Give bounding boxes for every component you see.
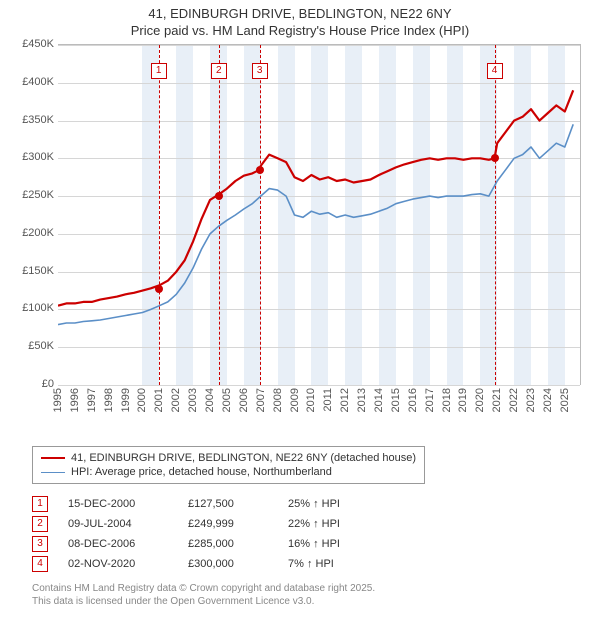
x-axis-label: 2009 (289, 388, 301, 412)
footer-line1: Contains HM Land Registry data © Crown c… (32, 582, 375, 595)
x-axis-label: 2020 (474, 388, 486, 412)
title-line1: 41, EDINBURGH DRIVE, BEDLINGTON, NE22 6N… (0, 6, 600, 21)
x-axis-label: 2001 (153, 388, 165, 412)
event-hpi: 7% ↑ HPI (288, 558, 368, 570)
x-axis-label: 2005 (221, 388, 233, 412)
x-axis-label: 1999 (120, 388, 132, 412)
y-axis-label: £0 (10, 378, 54, 390)
event-date: 15-DEC-2000 (68, 498, 168, 510)
legend-item: 41, EDINBURGH DRIVE, BEDLINGTON, NE22 6N… (41, 451, 416, 465)
x-axis-label: 2023 (525, 388, 537, 412)
y-axis-label: £250K (10, 189, 54, 201)
event-badge: 3 (32, 536, 48, 552)
event-hpi: 16% ↑ HPI (288, 538, 368, 550)
series-property (58, 90, 573, 305)
x-axis-label: 2017 (424, 388, 436, 412)
x-axis-label: 2000 (136, 388, 148, 412)
chart: 1 2 3 4 £0 £50K £100K £150K £200K £250K £300K £350… (10, 44, 590, 444)
x-axis-label: 2008 (272, 388, 284, 412)
legend-item: HPI: Average price, detached house, Nort… (41, 465, 416, 479)
event-marker-badge: 4 (487, 63, 503, 79)
event-date: 02-NOV-2020 (68, 558, 168, 570)
x-axis-label: 1997 (86, 388, 98, 412)
event-marker-badge: 2 (211, 63, 227, 79)
legend-swatch (41, 457, 65, 459)
footer-line2: This data is licensed under the Open Gov… (32, 595, 375, 608)
x-axis-label: 2011 (322, 388, 334, 412)
legend: 41, EDINBURGH DRIVE, BEDLINGTON, NE22 6N… (32, 446, 425, 484)
legend-label: 41, EDINBURGH DRIVE, BEDLINGTON, NE22 6N… (71, 452, 416, 464)
chart-titles: 41, EDINBURGH DRIVE, BEDLINGTON, NE22 6N… (0, 0, 600, 38)
event-marker-dot (155, 285, 163, 293)
x-axis-label: 2025 (559, 388, 571, 412)
x-axis-label: 2007 (255, 388, 267, 412)
event-price: £249,999 (188, 518, 268, 530)
table-row: 4 02-NOV-2020 £300,000 7% ↑ HPI (32, 554, 368, 574)
plot-area: 1 2 3 4 (58, 44, 581, 385)
x-axis-label: 2019 (457, 388, 469, 412)
table-row: 2 09-JUL-2004 £249,999 22% ↑ HPI (32, 514, 368, 534)
y-axis-label: £350K (10, 114, 54, 126)
event-date: 08-DEC-2006 (68, 538, 168, 550)
event-marker-badge: 3 (252, 63, 268, 79)
event-marker-dot (491, 154, 499, 162)
x-axis-label: 2018 (441, 388, 453, 412)
event-price: £285,000 (188, 538, 268, 550)
event-badge: 1 (32, 496, 48, 512)
event-hpi: 22% ↑ HPI (288, 518, 368, 530)
x-axis-label: 2024 (542, 388, 554, 412)
event-price: £300,000 (188, 558, 268, 570)
table-row: 3 08-DEC-2006 £285,000 16% ↑ HPI (32, 534, 368, 554)
x-axis-label: 1995 (52, 388, 64, 412)
x-axis-label: 2010 (305, 388, 317, 412)
x-axis-label: 1998 (103, 388, 115, 412)
y-axis-label: £100K (10, 302, 54, 314)
x-axis-label: 2002 (170, 388, 182, 412)
event-badge: 4 (32, 556, 48, 572)
event-marker-dot (215, 192, 223, 200)
title-line2: Price paid vs. HM Land Registry's House … (0, 23, 600, 38)
event-marker-dot (256, 166, 264, 174)
y-axis-label: £200K (10, 227, 54, 239)
y-axis-label: £450K (10, 38, 54, 50)
x-axis-label: 2016 (407, 388, 419, 412)
event-badge: 2 (32, 516, 48, 532)
x-axis-label: 2014 (373, 388, 385, 412)
x-axis-label: 2012 (339, 388, 351, 412)
y-axis-label: £150K (10, 265, 54, 277)
x-axis-label: 1996 (69, 388, 81, 412)
events-table: 1 15-DEC-2000 £127,500 25% ↑ HPI 2 09-JUL-200… (32, 494, 368, 574)
x-axis-label: 2006 (238, 388, 250, 412)
x-axis-label: 2013 (356, 388, 368, 412)
legend-label: HPI: Average price, detached house, Nort… (71, 466, 332, 478)
event-price: £127,500 (188, 498, 268, 510)
x-axis-label: 2021 (491, 388, 503, 412)
x-axis-label: 2003 (187, 388, 199, 412)
event-hpi: 25% ↑ HPI (288, 498, 368, 510)
table-row: 1 15-DEC-2000 £127,500 25% ↑ HPI (32, 494, 368, 514)
footer: Contains HM Land Registry data © Crown c… (32, 582, 375, 608)
event-date: 09-JUL-2004 (68, 518, 168, 530)
x-axis-label: 2015 (390, 388, 402, 412)
event-marker-badge: 1 (151, 63, 167, 79)
line-series-svg (58, 45, 580, 385)
legend-swatch (41, 472, 65, 473)
x-axis-label: 2022 (508, 388, 520, 412)
y-axis-label: £50K (10, 340, 54, 352)
y-axis-label: £400K (10, 76, 54, 88)
y-axis-label: £300K (10, 151, 54, 163)
x-axis-label: 2004 (204, 388, 216, 412)
